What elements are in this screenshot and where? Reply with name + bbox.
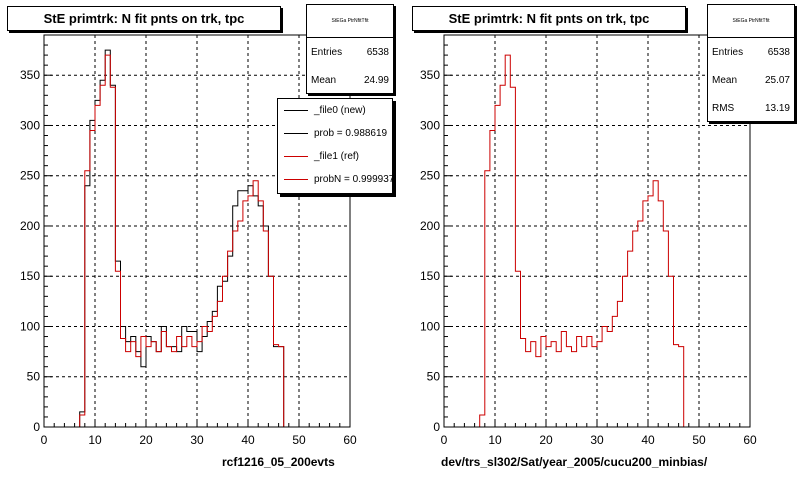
- x-axis-title-left: rcf1216_05_200evts: [222, 455, 335, 469]
- stats-mean-label: Mean: [311, 74, 337, 86]
- x-tick-label: 30: [590, 433, 604, 447]
- y-tick-label: 150: [20, 269, 40, 283]
- stats-entries-label: Entries: [712, 46, 744, 58]
- legend-entry-ref: _file1 (ref): [278, 145, 392, 168]
- x-tick-label: 10: [88, 433, 102, 447]
- stats-box-left: StEGa PtrNfitTfit Entries 6538 Mean 24.9…: [306, 4, 394, 94]
- legend-label-prob: prob = 0.988619: [314, 128, 388, 139]
- y-tick-label: 200: [20, 219, 40, 233]
- plot-frame: [443, 34, 751, 428]
- stats-entries-row: Entries 6538: [307, 38, 393, 66]
- stats-rms-label: RMS: [712, 102, 735, 114]
- stats-mean-row: Mean 24.99: [307, 66, 393, 94]
- y-tick-label: 350: [20, 68, 40, 82]
- y-tick-label: 250: [420, 169, 440, 183]
- y-tick-label: 300: [20, 118, 40, 132]
- y-tick-label: 250: [20, 169, 40, 183]
- x-tick-label: 60: [743, 433, 757, 447]
- y-tick-label: 150: [420, 269, 440, 283]
- stats-mean-value: 24.99: [363, 74, 389, 86]
- x-axis-title-right: dev/trs_sl302/Sat/year_2005/cucu200_minb…: [441, 455, 708, 469]
- y-tick-label: 0: [433, 420, 440, 434]
- chart-title-left: StE primtrk: N fit pnts on trk, tpc: [7, 6, 281, 31]
- plot-left: 0 10 20 30 40 50 60 0 50 100 150 200 250 300 350: [20, 34, 357, 447]
- x-tick-label: 40: [641, 433, 655, 447]
- stats-entries-value: 6538: [767, 46, 790, 58]
- legend-swatch-ref: [284, 156, 308, 157]
- stats-name: StEGa PtrNfitTfit: [708, 5, 794, 38]
- stats-mean-label: Mean: [712, 74, 738, 86]
- plot-frame: [43, 34, 351, 428]
- legend-entry-probn: probN = 0.999937: [278, 168, 392, 191]
- y-tick-label: 0: [33, 420, 40, 434]
- stats-mean-value: 25.07: [764, 74, 790, 86]
- stats-entries-row: Entries 6538: [708, 38, 794, 66]
- stats-rms-value: 13.19: [764, 102, 790, 114]
- stats-name: StEGa PtrNfitTfit: [307, 5, 393, 38]
- legend-label-ref: _file1 (ref): [314, 151, 360, 162]
- x-tick-label: 0: [441, 433, 448, 447]
- legend-label-new: _file0 (new): [314, 105, 366, 116]
- y-tick-label: 50: [427, 370, 441, 384]
- x-tick-label: 20: [139, 433, 153, 447]
- legend-swatch-new: [284, 110, 308, 111]
- y-tick-label: 300: [420, 118, 440, 132]
- stats-entries-label: Entries: [311, 46, 343, 58]
- x-tick-label: 60: [343, 433, 357, 447]
- y-tick-label: 50: [27, 370, 41, 384]
- y-tick-label: 100: [420, 319, 440, 333]
- x-tick-label: 30: [190, 433, 204, 447]
- x-tick-label: 50: [292, 433, 306, 447]
- y-tick-label: 350: [420, 68, 440, 82]
- legend-swatch-probn: [284, 179, 308, 180]
- legend-left: _file0 (new) prob = 0.988619 _file1 (ref…: [277, 98, 393, 194]
- x-tick-label: 10: [488, 433, 502, 447]
- stats-entries-value: 6538: [366, 46, 389, 58]
- legend-entry-new: _file0 (new): [278, 99, 392, 122]
- x-tick-label: 50: [692, 433, 706, 447]
- y-tick-label: 200: [420, 219, 440, 233]
- x-tick-label: 40: [241, 433, 255, 447]
- y-tick-label: 100: [20, 319, 40, 333]
- legend-swatch-prob: [284, 133, 308, 134]
- plot-right: 0 10 20 30 40 50 60 0 50 100 150 200 250 300 350: [420, 34, 757, 447]
- x-tick-label: 20: [539, 433, 553, 447]
- legend-label-probn: probN = 0.999937: [314, 174, 393, 185]
- stats-mean-row: Mean 25.07: [708, 66, 794, 94]
- chart-title-right: StE primtrk: N fit pnts on trk, tpc: [412, 6, 686, 31]
- histogram-series: [444, 54, 750, 428]
- stats-rms-row: RMS 13.19: [708, 94, 794, 122]
- stats-box-right: StEGa PtrNfitTfit Entries 6538 Mean 25.0…: [707, 4, 795, 122]
- histogram-series: [44, 54, 350, 428]
- legend-entry-prob: prob = 0.988619: [278, 122, 392, 145]
- x-tick-label: 0: [41, 433, 48, 447]
